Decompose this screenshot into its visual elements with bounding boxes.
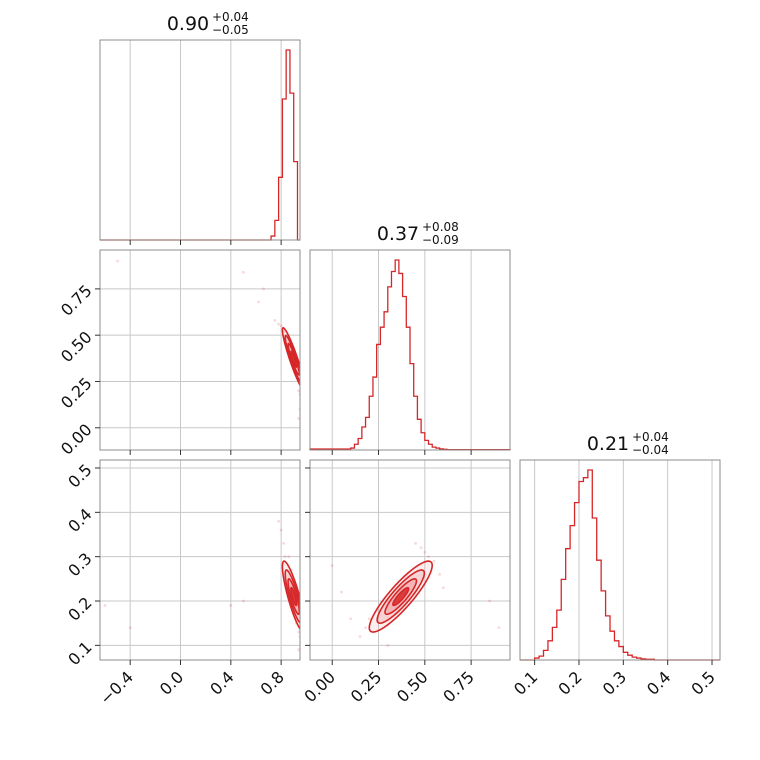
x-tick-label: 0.1 [510,667,541,698]
sample-point [414,541,417,545]
y-tick-label: 0.5 [64,460,95,491]
histogram-panel-1: 0.37 +0.08−0.09 [309,220,511,455]
x-tick-label: 0.50 [393,667,432,706]
contour-panel-0-1: 0.00 0.25 0.50 0.75 [57,249,301,459]
contour-layer [116,259,300,420]
x-tick-label: 0.5 [687,667,718,698]
sample-point [297,630,300,634]
sample-point [297,417,300,420]
sample-point [358,635,362,638]
axes-frame [99,459,301,661]
sample-point [241,599,245,603]
contour-layer [103,519,300,652]
param-title-value: 0.37 [377,223,419,245]
histogram-panel-0: 0.90 +0.04−0.05 [99,10,301,245]
param-title-value: 0.90 [167,13,209,35]
sample-point [386,643,390,647]
sample-point [287,555,291,559]
sample-point [277,322,281,326]
sample-point [297,389,300,393]
contour-panel-1-2: 0.00 0.25 0.50 0.75 [300,459,511,706]
sample-point [340,590,343,594]
sample-point [257,300,260,304]
sample-point [427,555,430,559]
x-tick-label: 0.25 [347,667,386,706]
param-title-minus: −0.04 [632,443,669,457]
x-tick-label: 0.0 [156,667,187,698]
sample-point [229,604,233,607]
x-tick-label: 0.75 [439,667,478,706]
x-tick-label: 0.4 [643,667,674,698]
param-title-plus: +0.04 [212,10,249,24]
sample-point [283,555,287,559]
y-tick-label: 0.00 [57,420,96,459]
sample-point [432,559,436,563]
sample-point [488,599,492,603]
sample-point [497,626,501,630]
y-tick-label: 0.25 [57,374,96,413]
y-tick-label: 0.50 [57,327,96,366]
histogram-panel-2: 0.1 0.2 0.3 0.4 0.5 0.21 +0.04−0.04 [510,430,721,699]
contour-level [392,586,410,607]
sample-point [103,604,107,607]
sample-point [279,324,283,328]
sample-point [419,546,423,550]
sample-point [279,528,283,532]
axes-frame [309,249,511,451]
sample-point [297,648,300,652]
histogram-step [100,49,300,241]
sample-point [128,626,132,630]
param-title-minus: −0.05 [212,23,249,37]
contour-panel-0-2: −0.4 0.0 0.4 0.8 0.1 0.2 0.3 0.4 0.5 [64,459,301,708]
y-tick-label: 0.1 [64,638,95,669]
sample-point [330,564,334,567]
axes-frame [99,39,301,241]
param-title-value: 0.21 [587,433,629,455]
y-tick-label: 0.2 [64,593,95,624]
sample-point [364,626,367,630]
x-tick-label: 0.2 [554,667,585,698]
x-tick-label: 0.4 [206,667,237,698]
histogram-step [520,469,720,661]
sample-point [423,550,427,554]
x-tick-label: 0.00 [300,667,339,706]
sample-point [441,586,445,590]
y-tick-label: 0.4 [64,505,95,536]
sample-point [282,541,286,545]
param-title-minus: −0.09 [422,233,459,247]
param-title-plus: +0.08 [422,220,459,234]
sample-point [262,287,265,291]
sample-point [277,519,281,523]
x-tick-label: 0.8 [257,667,288,698]
contour-layer [330,541,501,647]
contour-level [290,586,298,607]
sample-point [438,573,442,576]
axes-frame [519,459,721,661]
sample-point [241,270,245,274]
histogram-step [309,259,511,451]
sample-point [273,318,277,322]
axes-frame [309,459,511,661]
param-title-plus: +0.04 [632,430,669,444]
contour-level [290,350,298,368]
sample-point [367,617,371,621]
y-tick-label: 0.3 [64,549,95,580]
x-tick-label: −0.4 [96,667,137,708]
sample-point [349,617,353,621]
sample-point [116,259,120,263]
x-tick-label: 0.3 [599,667,630,698]
panels: 0.90 +0.04−0.050.37 +0.08−0.090.1 0.2 0.3 0.4… [57,10,721,708]
axes-frame [99,249,301,451]
y-tick-label: 0.75 [57,281,96,320]
